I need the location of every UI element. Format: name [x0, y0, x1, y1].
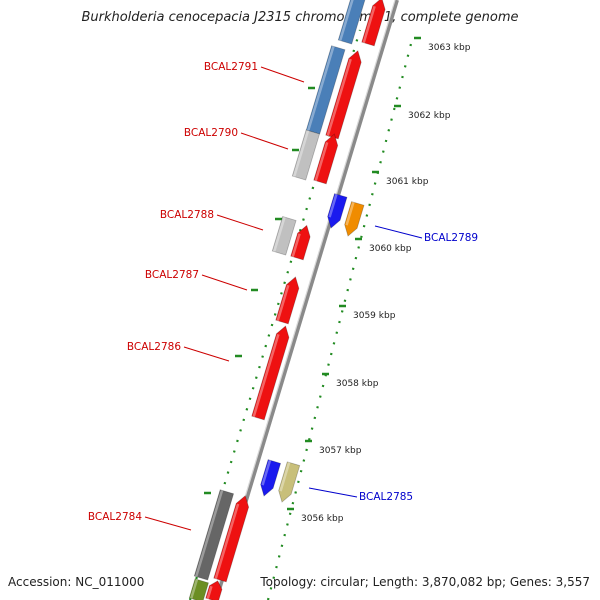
- gene-box-bcal2790-shine: [293, 130, 310, 177]
- gene-arrow-blue: [260, 459, 282, 497]
- tick-label: 3060 kbp: [369, 244, 412, 254]
- gene-box-bcal2791-upper: [337, 0, 366, 45]
- gene-leader-line: [144, 516, 192, 531]
- gene-leader-line: [216, 214, 264, 231]
- gene-box-extra: [188, 578, 209, 600]
- gene-box-bcal2790: [291, 129, 320, 181]
- cds-arrow-shine: [314, 142, 329, 182]
- tick-label: 3056 kbp: [301, 514, 344, 524]
- tick-label: 3062 kbp: [408, 111, 451, 121]
- gene-box-bcal2791-upper-shine: [339, 0, 354, 41]
- cds-arrow-shine: [252, 333, 280, 418]
- gene-leader-line: [201, 274, 248, 291]
- gene-leader-line: [183, 346, 230, 362]
- tick-label: 3061 kbp: [386, 177, 429, 187]
- cds-arrow-shine: [206, 585, 213, 600]
- gene-label-bcal2789: BCAL2789: [424, 232, 478, 244]
- gene-box-extra-shine: [190, 579, 199, 599]
- tick-label: 3057 kbp: [319, 446, 362, 456]
- gene-box-bcal2785-shine: [279, 462, 291, 492]
- tick-label: 3058 kbp: [336, 379, 379, 389]
- genome-summary: Topology: circular; Length: 3,870,082 bp…: [260, 575, 590, 589]
- cds-arrow-shine: [326, 58, 352, 137]
- cds-arrow: [251, 325, 290, 421]
- cds-arrow: [275, 276, 300, 325]
- accession-label: Accession: NC_011000: [8, 575, 145, 589]
- gene-box-bcal2789: [344, 201, 365, 237]
- tick-label: 3059 kbp: [353, 311, 396, 321]
- cds-arrow: [290, 224, 311, 261]
- map-title: Burkholderia cenocepacia J2315 chromosom…: [81, 10, 519, 25]
- gene-box-bcal2791: [305, 45, 346, 135]
- gene-box-bcal2784: [193, 489, 235, 581]
- gene-leader-line: [240, 132, 289, 150]
- gene-label-bcal2784: BCAL2784: [88, 511, 142, 523]
- gene-box-bcal2788: [271, 216, 297, 256]
- gene-leader-line: [374, 225, 423, 239]
- gene-arrow-blue: [327, 193, 348, 229]
- gene-leader-line: [260, 66, 305, 83]
- cds-arrow-shine: [291, 233, 301, 258]
- cds-arrow: [361, 0, 386, 47]
- gene-box-bcal2791-shine: [307, 45, 335, 131]
- cds-arrow: [325, 50, 362, 140]
- cds-arrow-shine: [276, 284, 290, 322]
- gene-label-bcal2786: BCAL2786: [127, 341, 181, 353]
- tick-label: 3063 kbp: [428, 43, 471, 53]
- cds-arrow: [205, 580, 223, 600]
- gene-leader-line: [308, 487, 358, 498]
- cds-arrow-shine: [214, 503, 240, 580]
- gene-box-bcal2789-shine: [345, 201, 355, 226]
- gene-box-bcal2784-shine: [195, 489, 224, 577]
- gene-arrow-blue-shine: [261, 459, 272, 486]
- cds-arrow-shine: [362, 5, 376, 44]
- gene-label-bcal2791: BCAL2791: [204, 61, 258, 73]
- gene-arrow-blue-shine: [328, 193, 338, 218]
- gene-label-bcal2788: BCAL2788: [160, 209, 214, 221]
- gene-label-bcal2787: BCAL2787: [145, 269, 199, 281]
- gene-box-bcal2788-shine: [273, 216, 286, 252]
- gene-label-bcal2785: BCAL2785: [359, 491, 413, 503]
- gene-box-bcal2785: [278, 461, 301, 503]
- gene-label-bcal2790: BCAL2790: [184, 127, 238, 139]
- cds-arrow: [213, 495, 250, 583]
- cds-arrow: [313, 133, 339, 185]
